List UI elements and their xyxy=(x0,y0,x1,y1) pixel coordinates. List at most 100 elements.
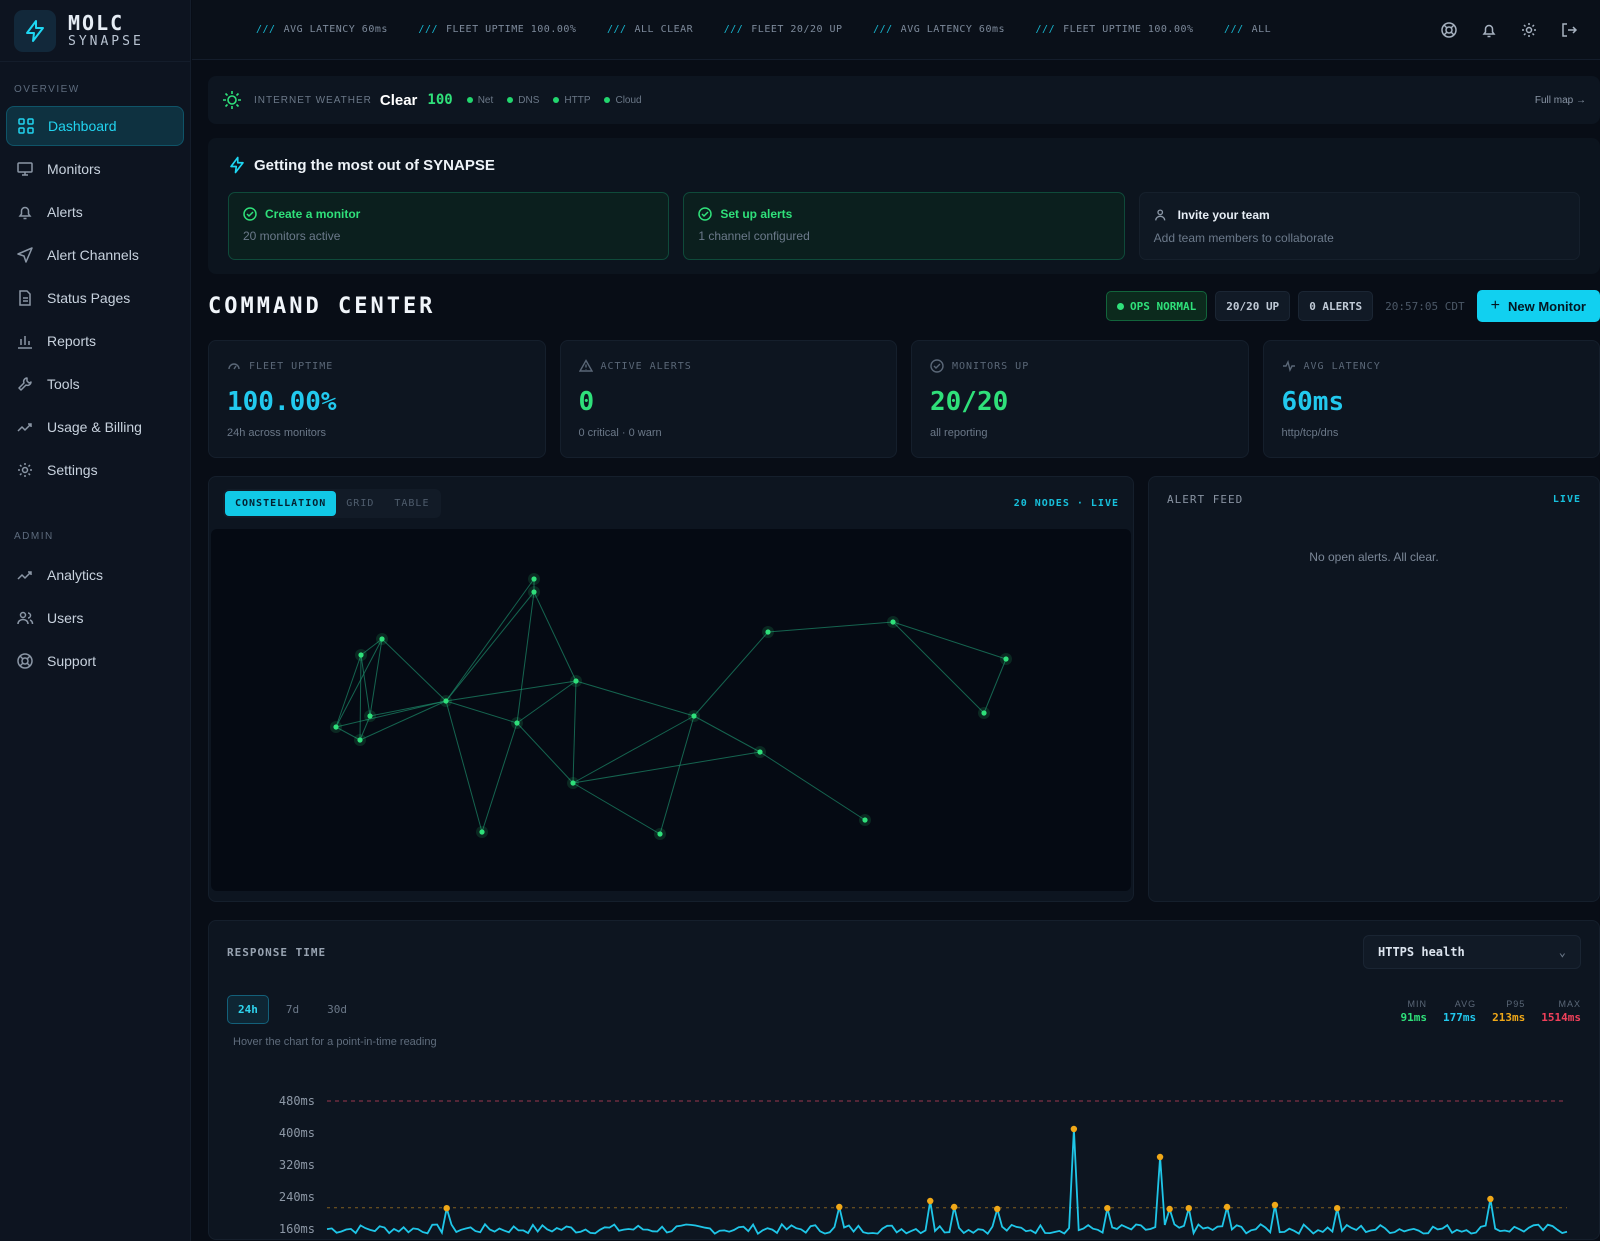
constellation-node[interactable] xyxy=(531,589,537,595)
users-icon xyxy=(17,611,34,625)
onboarding-card-invite-team[interactable]: Invite your team Add team members to col… xyxy=(1138,192,1580,260)
constellation-node[interactable] xyxy=(981,710,987,716)
monitor-select[interactable]: HTTPS health ⌄ xyxy=(1363,935,1581,969)
nav-section-overview: OVERVIEW xyxy=(14,84,80,95)
tab-constellation[interactable]: CONSTELLATION xyxy=(225,490,337,516)
new-monitor-button[interactable]: + New Monitor xyxy=(1476,290,1600,322)
range-7d[interactable]: 7d xyxy=(285,1003,300,1016)
alerts-count-badge: 0 ALERTS xyxy=(1298,291,1374,321)
anomaly-point[interactable] xyxy=(836,1203,843,1211)
sidebar-item-label: Support xyxy=(47,653,97,669)
constellation-node[interactable] xyxy=(657,831,663,837)
tab-grid[interactable]: GRID xyxy=(346,497,375,509)
sidebar-item-status-pages[interactable]: Status Pages xyxy=(6,278,184,318)
full-map-link[interactable]: Full map → xyxy=(1534,94,1586,106)
constellation-node[interactable] xyxy=(479,829,485,835)
check-http: HTTP xyxy=(553,95,590,106)
sidebar-item-alerts[interactable]: Alerts xyxy=(6,192,184,232)
tab-table[interactable]: TABLE xyxy=(394,497,430,509)
settings-gear-icon[interactable] xyxy=(1520,21,1538,39)
sidebar-item-label: Tools xyxy=(47,376,80,392)
anomaly-point[interactable] xyxy=(1156,1153,1164,1161)
constellation-link xyxy=(892,621,985,714)
sidebar-item-support[interactable]: Support xyxy=(6,641,184,681)
constellation-node[interactable] xyxy=(514,720,520,726)
summary-value: 177ms xyxy=(1443,1011,1477,1024)
constellation-node[interactable] xyxy=(890,619,896,625)
ops-status-badge: OPS NORMAL xyxy=(1105,291,1208,321)
constellation-node[interactable] xyxy=(765,629,771,635)
anomaly-point[interactable] xyxy=(1070,1125,1078,1133)
getting-started-panel: Getting the most out of SYNAPSE Create a… xyxy=(208,138,1600,274)
sidebar-item-reports[interactable]: Reports xyxy=(6,321,184,361)
notifications-icon[interactable] xyxy=(1480,21,1498,39)
monitor-select-value: HTTPS health xyxy=(1378,945,1465,959)
stat-sub: 0 critical · 0 warn xyxy=(578,427,662,439)
brand[interactable]: MOLC SYNAPSE xyxy=(0,0,190,62)
constellation-node[interactable] xyxy=(691,713,697,719)
anomaly-point[interactable] xyxy=(1487,1195,1494,1203)
help-icon[interactable] xyxy=(1440,21,1458,39)
constellation-link xyxy=(381,638,447,702)
bell-icon xyxy=(18,206,32,220)
constellation-node[interactable] xyxy=(757,749,763,755)
constellation-node[interactable] xyxy=(367,713,373,719)
sidebar-item-tools[interactable]: Tools xyxy=(6,364,184,404)
anomaly-point[interactable] xyxy=(1271,1201,1279,1209)
alert-feed-empty: No open alerts. All clear. xyxy=(1309,550,1439,564)
sidebar-item-analytics[interactable]: Analytics xyxy=(6,555,184,595)
constellation-link xyxy=(359,715,371,741)
sidebar-item-dashboard[interactable]: Dashboard xyxy=(6,106,184,146)
anomaly-point[interactable] xyxy=(1166,1205,1173,1213)
new-monitor-label: New Monitor xyxy=(1508,298,1586,314)
stat-value: 100.00% xyxy=(227,387,337,417)
constellation-node[interactable] xyxy=(443,698,449,704)
sidebar-item-users[interactable]: Users xyxy=(6,598,184,638)
sidebar-item-monitors[interactable]: Monitors xyxy=(6,149,184,189)
stat-sub: http/tcp/dns xyxy=(1281,427,1339,439)
constellation-node[interactable] xyxy=(862,817,868,823)
constellation-node[interactable] xyxy=(1003,656,1009,662)
range-30d[interactable]: 30d xyxy=(327,1003,347,1016)
onboarding-card-create-monitor[interactable]: Create a monitor 20 monitors active xyxy=(228,192,670,260)
anomaly-point[interactable] xyxy=(1185,1205,1192,1212)
constellation-node[interactable] xyxy=(357,737,363,743)
onboarding-card-setup-alerts[interactable]: Set up alerts 1 channel configured xyxy=(683,192,1125,260)
logout-icon[interactable] xyxy=(1560,21,1578,39)
weather-status: Clear xyxy=(379,91,418,109)
check-net: Net xyxy=(467,95,494,106)
constellation-node[interactable] xyxy=(531,576,537,582)
sidebar-item-alert-channels[interactable]: Alert Channels xyxy=(6,235,184,275)
response-time-chart[interactable]: 480ms400ms320ms240ms160ms80ms xyxy=(227,1073,1581,1241)
constellation-link xyxy=(335,700,447,728)
constellation-node[interactable] xyxy=(570,780,576,786)
anomaly-point[interactable] xyxy=(994,1205,1001,1213)
constellation-link xyxy=(445,700,483,833)
anomaly-point[interactable] xyxy=(443,1205,450,1212)
card-title: Set up alerts xyxy=(720,207,793,221)
constellation-node[interactable] xyxy=(333,724,339,730)
anomaly-point[interactable] xyxy=(1104,1205,1111,1212)
anomaly-point[interactable] xyxy=(950,1203,958,1211)
anomaly-point[interactable] xyxy=(1223,1203,1231,1211)
constellation-link xyxy=(445,578,535,702)
constellation-map[interactable] xyxy=(211,529,1131,891)
up-count-badge: 20/20 UP xyxy=(1215,291,1291,321)
constellation-node[interactable] xyxy=(573,678,579,684)
constellation-link xyxy=(516,722,574,784)
constellation-node[interactable] xyxy=(379,636,385,642)
nodes-live-label: 20 NODES · LIVE xyxy=(1013,497,1119,509)
ticker-item: AVG LATENCY 60ms xyxy=(283,24,388,35)
gear-icon xyxy=(18,463,32,477)
anomaly-point[interactable] xyxy=(927,1197,934,1205)
sidebar-item-label: Settings xyxy=(47,462,98,478)
anomaly-point[interactable] xyxy=(1333,1205,1341,1212)
sidebar-item-usage-billing[interactable]: Usage & Billing xyxy=(6,407,184,447)
response-time-title: RESPONSE TIME xyxy=(227,945,327,959)
sidebar-item-settings[interactable]: Settings xyxy=(6,450,184,490)
range-24h[interactable]: 24h xyxy=(227,995,269,1024)
constellation-node[interactable] xyxy=(358,652,364,658)
constellation-link xyxy=(983,658,1007,714)
sidebar-item-label: Alert Channels xyxy=(47,247,139,263)
brand-name: MOLC xyxy=(68,11,125,35)
